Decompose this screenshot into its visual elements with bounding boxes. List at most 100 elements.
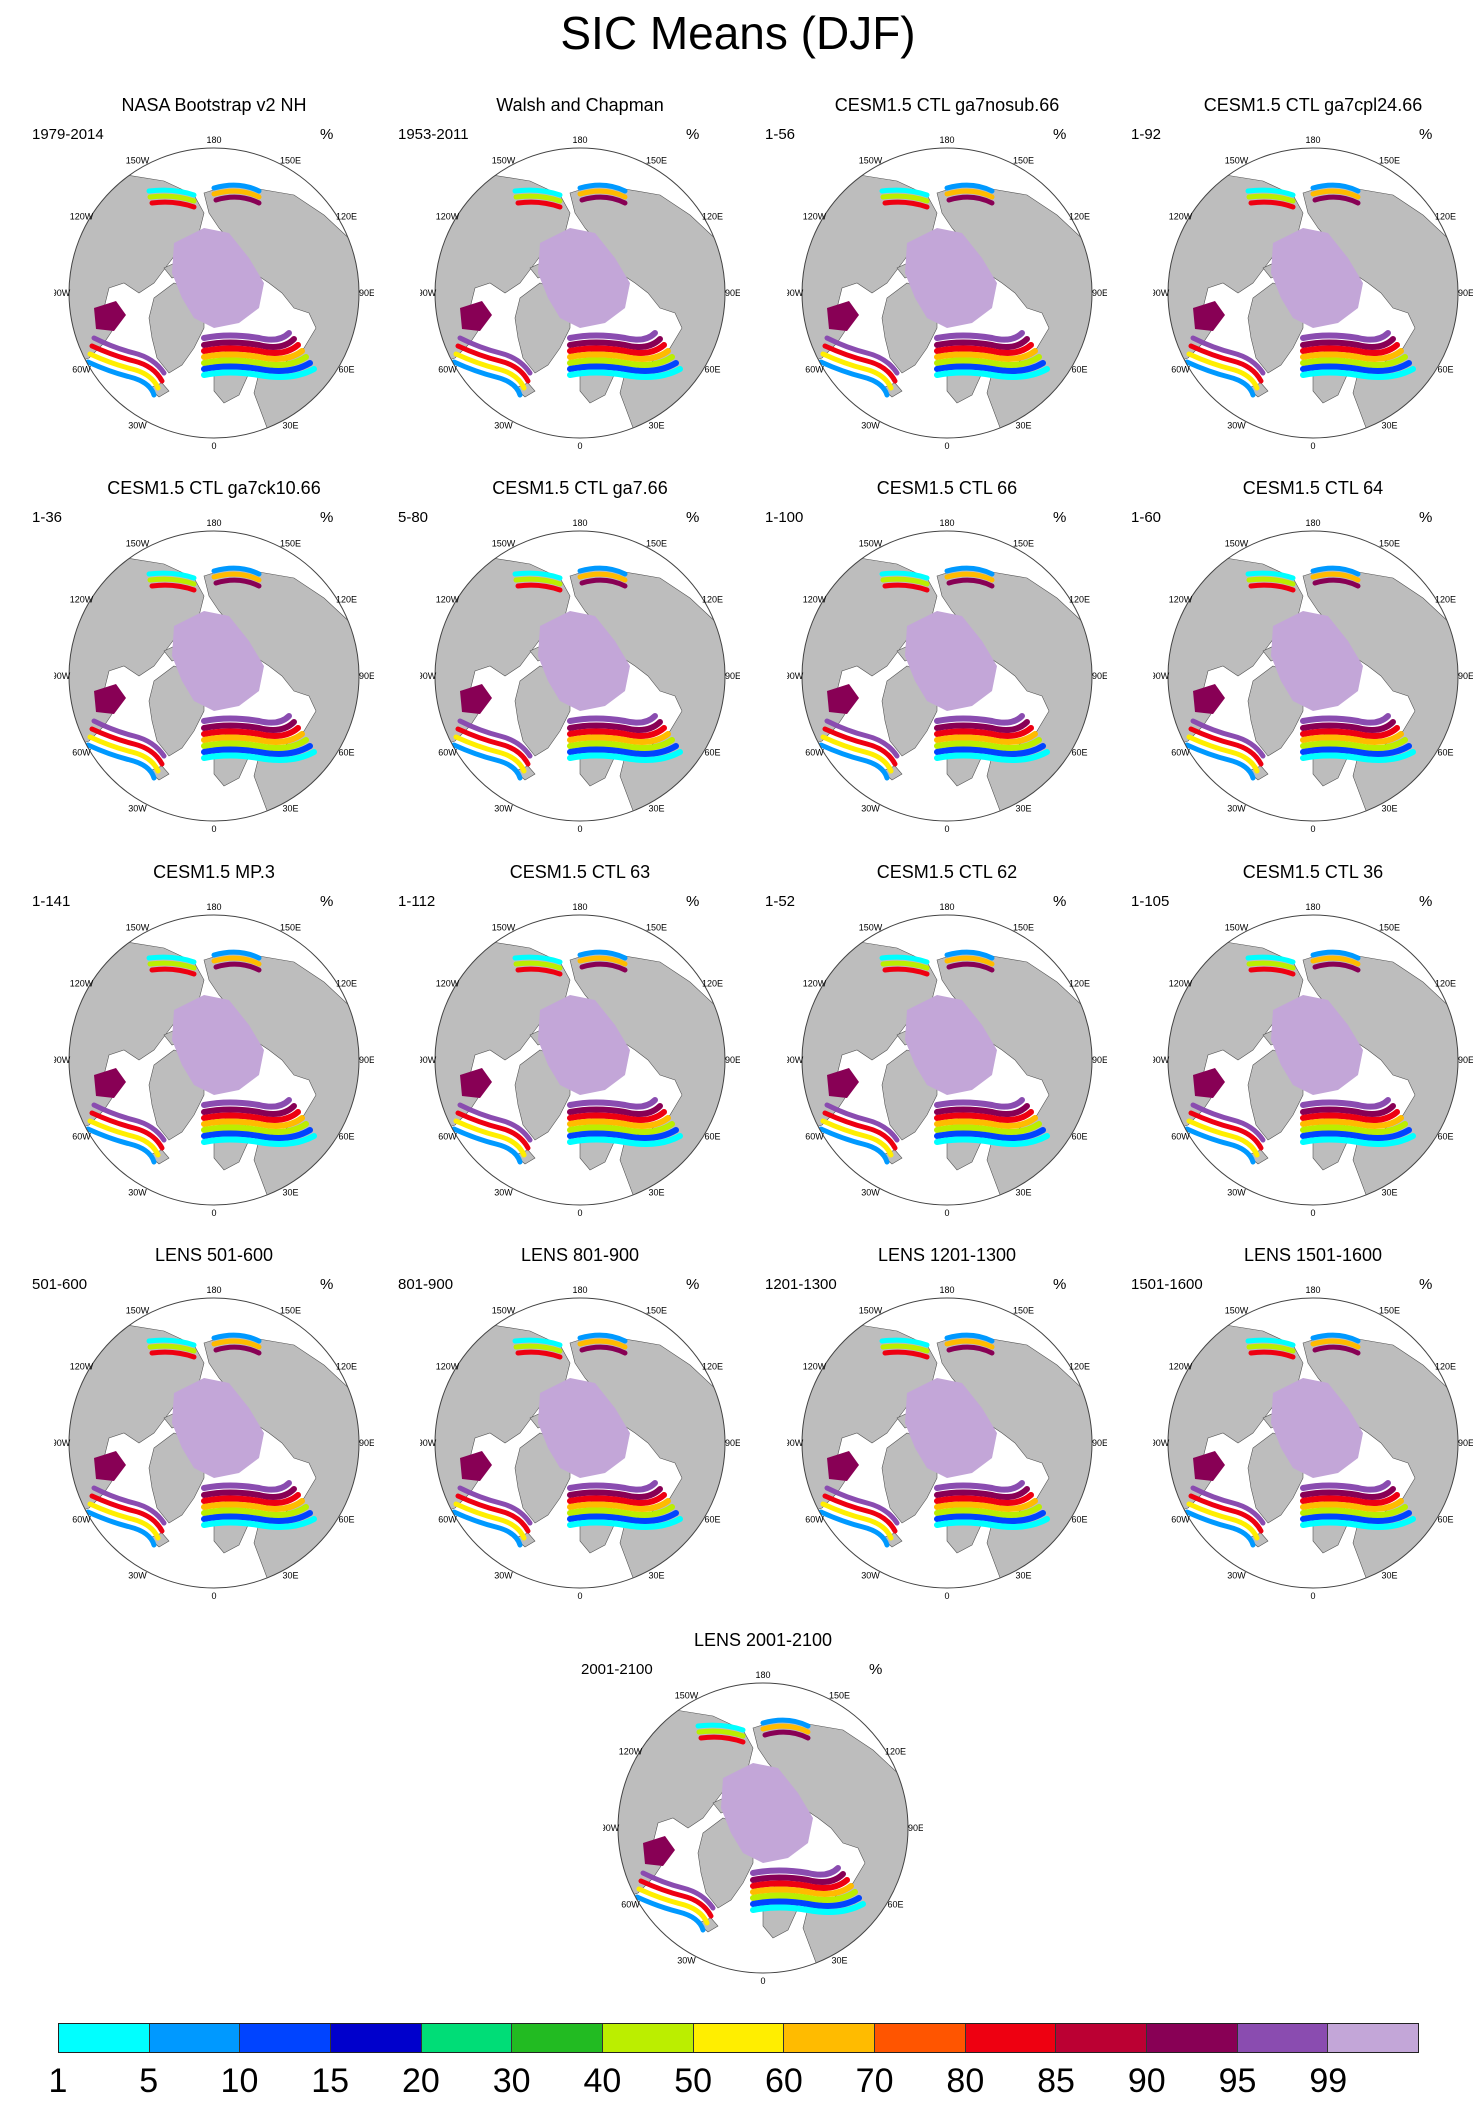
longitude-label: 90W (54, 288, 71, 298)
ice-edge-band (879, 954, 930, 965)
polar-map: 180 150E 120E 90E 60E 30E 0 30W 60W 90W 120W 150W (1153, 135, 1473, 451)
longitude-label: 0 (211, 824, 216, 834)
ice-edge-band (1310, 955, 1361, 967)
ice-edge-band (879, 187, 930, 198)
panel-period: 2001-2100 (581, 1661, 653, 1678)
ice-edge-band (567, 713, 658, 726)
longitude-label: 90W (787, 1055, 804, 1065)
panel-unit: % (1419, 126, 1433, 143)
ice-edge-band (515, 199, 563, 210)
longitude-label: 60E (1071, 1515, 1087, 1525)
map-panel: LENS 801-900 801-900% 180 150E 120E 90E 60E 30E… (396, 1245, 764, 1625)
ice-edge-band (201, 1127, 313, 1141)
sea-ice-core (172, 1378, 264, 1478)
ice-edge-band (1190, 335, 1266, 376)
ice-edge-band (750, 1883, 854, 1897)
longitude-label: 150W (1225, 923, 1249, 933)
map-panel: CESM1.5 MP.3 1-141% 180 150E 120E 90E 60E 30E 0 3… (30, 862, 398, 1242)
ice-edge-band (818, 1126, 890, 1165)
longitude-label: 180 (939, 1285, 954, 1295)
longitude-label: 0 (577, 1591, 582, 1601)
longitude-label: 60E (338, 748, 354, 758)
colorbar-swatch (59, 2024, 150, 2052)
ice-edge-band (1184, 1126, 1256, 1165)
ice-edge-band (1184, 359, 1256, 398)
ice-edge-band (453, 1118, 527, 1158)
panel-title: Walsh and Chapman (496, 95, 664, 115)
ice-edge-band (577, 1332, 628, 1344)
ice-edge-band (201, 1504, 309, 1518)
hudson-bay-ice (94, 301, 126, 331)
ice-edge-band (201, 749, 317, 763)
longitude-label: 30E (282, 1571, 298, 1581)
ice-edge-band (946, 194, 995, 206)
panel-unit: % (1419, 509, 1433, 526)
sea-ice-core (905, 995, 997, 1095)
longitude-label: 60W (805, 748, 824, 758)
ice-edge-band (512, 1337, 563, 1348)
colorbar-tick-label: 90 (1127, 2062, 1166, 2100)
ice-edge-band (638, 1878, 714, 1919)
panel-unit: % (686, 1276, 700, 1293)
colorbar-tick-label: 20 (402, 2062, 440, 2100)
longitude-label: 30E (648, 421, 664, 431)
ice-edge-band (87, 1118, 161, 1158)
ice-edge-band (567, 1486, 663, 1500)
ice-edge-band (453, 734, 527, 774)
longitude-label: 150W (126, 156, 150, 166)
ice-edge-band (567, 737, 675, 751)
ice-edge-band (934, 713, 1025, 726)
panel-title: CESM1.5 CTL 36 (1242, 862, 1384, 882)
polar-map: 180 150E 120E 90E 60E 30E 0 30W 60W 90W 120W 150W (787, 902, 1107, 1218)
ice-edge-band (146, 187, 197, 198)
map-boundary (1167, 914, 1459, 1206)
ice-edge-band (822, 343, 898, 384)
ice-edge-band (762, 1729, 811, 1741)
ice-edge-band (934, 1492, 1034, 1506)
longitude-label: 30W (494, 1571, 513, 1581)
longitude-label: 150E (646, 923, 667, 933)
longitude-label: 90E (725, 671, 740, 681)
map-boundary (68, 1297, 360, 1589)
ice-edge-band (760, 1717, 811, 1729)
colorbar-swatch (1147, 2024, 1238, 2052)
ice-edge-band (85, 1126, 157, 1165)
ice-edge-band (879, 570, 930, 581)
ice-edge-band (201, 1121, 309, 1135)
longitude-label: 30E (1015, 1188, 1031, 1198)
longitude-label: 30E (1381, 1571, 1397, 1581)
ice-edge-band (944, 565, 995, 577)
longitude-label: 0 (1310, 824, 1315, 834)
map-panel: CESM1.5 CTL ga7.66 5-80% 180 150E 120E 90E 60E… (396, 478, 764, 858)
ice-edge-band (820, 351, 894, 391)
longitude-label: 60E (887, 1900, 903, 1910)
longitude-label: 150E (646, 156, 667, 166)
map-boundary (68, 914, 360, 1206)
colorbar-tick-label: 99 (1309, 2062, 1348, 2100)
longitude-label: 30W (128, 421, 147, 431)
panel-period: 1953-2011 (398, 126, 469, 143)
ice-edge-band (1248, 966, 1296, 977)
panel-title: CESM1.5 MP.3 (153, 862, 275, 882)
colorbar-swatch (784, 2024, 876, 2052)
map-panel: CESM1.5 CTL 63 1-112% 180 150E 120E 90E 60E 30E… (396, 862, 764, 1242)
longitude-label: 90W (787, 288, 804, 298)
panel-title: LENS 2001-2100 (693, 1630, 833, 1650)
ice-edge-band (1300, 725, 1400, 739)
longitude-label: 30E (282, 804, 298, 814)
longitude-label: 120W (70, 979, 94, 989)
longitude-label: 0 (211, 441, 216, 451)
ice-edge-band (634, 1894, 706, 1933)
longitude-label: 90W (787, 671, 804, 681)
map-boundary (434, 530, 726, 822)
ice-edge-band (1190, 1102, 1266, 1143)
ice-edge-band (934, 743, 1046, 757)
ice-edge-band (1300, 1510, 1412, 1524)
longitude-label: 60E (1437, 1132, 1453, 1142)
ice-edge-band (201, 1498, 305, 1512)
hudson-bay-ice (1193, 684, 1225, 714)
ice-edge-band (211, 182, 262, 194)
ice-edge-band (567, 1109, 667, 1123)
panel-period: 1201-1300 (765, 1276, 837, 1293)
ice-edge-band (1190, 718, 1266, 759)
